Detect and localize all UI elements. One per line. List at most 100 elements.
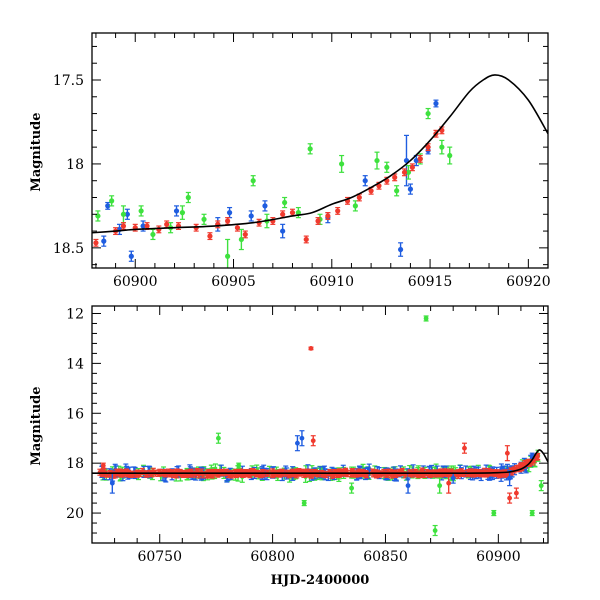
bottom-series-0-point <box>405 477 411 494</box>
bottom-series-2-point <box>513 487 519 499</box>
top-series-0-point <box>226 206 233 219</box>
bottom-x-tick-label: 60750 <box>137 549 182 565</box>
bottom-x-tick-label: 60800 <box>250 549 295 565</box>
bottom-model-curve <box>92 449 548 474</box>
top-series-0-point <box>173 205 180 217</box>
bottom-series-1-point <box>529 509 535 517</box>
top-series-2-point <box>315 217 321 225</box>
top-series-1-point <box>185 191 191 204</box>
top-series-1-point <box>394 185 400 197</box>
top-series-1-point <box>425 107 431 120</box>
top-x-tick-label: 60910 <box>310 274 355 290</box>
top-series-1-point <box>120 205 127 224</box>
top-series-0-point <box>397 242 404 257</box>
top-plot-area <box>92 74 548 268</box>
bottom-point-2 <box>535 452 541 461</box>
top-series-2-point <box>368 186 374 195</box>
top-model-curve <box>92 74 548 234</box>
bottom-series-1-point <box>432 524 438 537</box>
bottom-y-axis-label: Magnitude <box>29 386 44 465</box>
bottom-y-tick-label: 20 <box>66 506 84 522</box>
bottom-x-axis-label: HJD-2400000 <box>271 573 370 588</box>
bottom-series-1-point <box>349 482 355 494</box>
top-series-0-point <box>362 175 368 187</box>
bottom-series-0-point <box>299 430 305 447</box>
top-series-2-point <box>215 220 221 229</box>
top-series-1-point <box>282 196 288 209</box>
bottom-series-2-point <box>504 445 510 462</box>
bottom-plot-area <box>92 315 548 537</box>
top-series-0-point <box>124 208 130 220</box>
bottom-point-2 <box>110 471 116 479</box>
top-series-1-point <box>150 228 156 241</box>
bottom-y-tick-label: 16 <box>66 406 84 422</box>
top-series-1-point <box>384 161 390 173</box>
top-panel-frame <box>91 32 549 269</box>
top-series-2-point <box>417 154 423 163</box>
top-series-1-point <box>339 154 345 173</box>
bottom-series-2-point <box>100 462 106 469</box>
bottom-y-tick-label: 14 <box>66 356 84 372</box>
bottom-panel: 60750 60800 60850 60900 12 14 16 18 20 Magnitude… <box>29 305 549 588</box>
top-series-0-point <box>262 200 268 212</box>
top-series-0-point <box>407 183 414 195</box>
bottom-series-0-point <box>294 435 300 452</box>
bottom-point-2 <box>518 462 524 470</box>
top-series-2-point <box>401 168 408 177</box>
top-series-1-point <box>307 143 313 155</box>
top-y-tick-label: 17.5 <box>53 73 84 89</box>
top-axis-ticks: 60900 60905 60910 60915 60920 17.5 18 18.5 <box>53 33 551 290</box>
top-series-2-point <box>335 206 341 215</box>
top-series-1-point <box>374 151 380 170</box>
bottom-x-tick-label: 60850 <box>363 549 408 565</box>
top-series-2-point <box>156 225 162 234</box>
bottom-axis-ticks: 60750 60800 60850 60900 12 14 16 18 20 <box>66 306 548 565</box>
bottom-series-0-point <box>507 470 513 487</box>
top-series-2-point <box>409 163 415 172</box>
top-series-1-point <box>201 213 207 225</box>
top-series-1-point <box>138 205 144 217</box>
top-series-0-point <box>433 99 439 108</box>
bottom-series-2-point <box>308 346 314 351</box>
top-series-2-point <box>207 232 213 241</box>
top-series-2-point <box>242 230 248 239</box>
top-series-1-point <box>250 175 256 187</box>
bottom-y-tick-label: 12 <box>66 306 84 322</box>
bottom-series-1-point <box>491 509 497 517</box>
top-series-1-point <box>238 228 244 251</box>
top-x-tick-label: 60920 <box>506 274 551 290</box>
top-series-2-point <box>425 143 431 152</box>
top-panel: 60900 60905 60910 60915 60920 17.5 18 18.5 Magn… <box>29 32 551 290</box>
bottom-series-1-point <box>437 477 443 494</box>
top-series-2-point <box>225 217 231 225</box>
top-series-0-point <box>280 223 286 239</box>
bottom-panel-frame <box>91 305 549 544</box>
top-series-1-point <box>109 195 115 207</box>
top-series-2-point <box>303 235 309 244</box>
top-series-1-point <box>447 146 453 165</box>
top-series-0-point <box>140 220 146 232</box>
bottom-series-1-point <box>538 480 544 492</box>
top-series-2-point <box>325 212 331 220</box>
top-x-tick-label: 60915 <box>408 274 453 290</box>
bottom-series-1-point <box>215 432 221 444</box>
top-series-0-point <box>101 235 107 247</box>
top-series-1-point <box>352 200 358 212</box>
bottom-x-tick-label: 60900 <box>476 549 521 565</box>
top-series-1-point <box>295 206 301 219</box>
top-series-2-point <box>93 238 99 247</box>
top-series-0-point <box>248 210 254 222</box>
top-series-0-point <box>105 201 111 210</box>
top-series-1-point <box>439 139 445 155</box>
top-series-1-point <box>95 210 101 222</box>
bottom-series-2-point <box>461 442 467 454</box>
bottom-series-2-point <box>310 435 316 447</box>
top-series-1-point <box>179 205 186 220</box>
top-x-tick-label: 60900 <box>113 274 158 290</box>
bottom-series-1-point <box>423 315 429 322</box>
bottom-series-2-point <box>507 492 513 504</box>
bottom-series-1-point <box>236 462 242 469</box>
top-y-tick-label: 18 <box>66 157 84 173</box>
bottom-series-1-point <box>301 499 307 507</box>
